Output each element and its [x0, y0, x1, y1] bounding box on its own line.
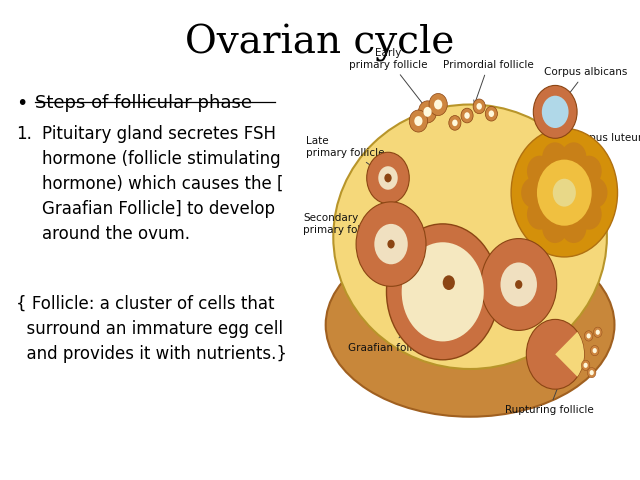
- Circle shape: [378, 166, 397, 190]
- Circle shape: [527, 199, 552, 230]
- Text: Primordial follicle: Primordial follicle: [443, 60, 534, 105]
- Circle shape: [424, 107, 431, 117]
- Text: 1.: 1.: [16, 125, 32, 143]
- Ellipse shape: [326, 233, 614, 417]
- Circle shape: [584, 363, 588, 368]
- Circle shape: [485, 107, 497, 121]
- Circle shape: [387, 224, 499, 360]
- Text: Ovarian cycle: Ovarian cycle: [186, 24, 454, 62]
- Circle shape: [561, 212, 586, 243]
- Circle shape: [481, 239, 557, 330]
- Circle shape: [593, 348, 597, 353]
- Circle shape: [561, 142, 586, 173]
- Text: Pituitary gland secretes FSH: Pituitary gland secretes FSH: [42, 125, 276, 143]
- Circle shape: [596, 330, 600, 335]
- Text: surround an immature egg cell: surround an immature egg cell: [16, 320, 283, 338]
- Circle shape: [385, 174, 392, 182]
- Text: Graafian follicle: Graafian follicle: [349, 295, 440, 353]
- Circle shape: [588, 368, 596, 378]
- Circle shape: [434, 99, 442, 109]
- Circle shape: [443, 276, 455, 290]
- Text: around the ovum.: around the ovum.: [42, 225, 189, 243]
- Circle shape: [419, 101, 436, 123]
- Text: Corpus luteum: Corpus luteum: [567, 133, 640, 190]
- Circle shape: [515, 280, 522, 289]
- Circle shape: [593, 327, 602, 337]
- Circle shape: [476, 103, 482, 109]
- Circle shape: [542, 212, 568, 243]
- Ellipse shape: [333, 105, 607, 369]
- Circle shape: [429, 94, 447, 116]
- Circle shape: [473, 99, 485, 114]
- Circle shape: [537, 160, 591, 226]
- Circle shape: [576, 199, 602, 230]
- Text: Graafian Follicle] to develop: Graafian Follicle] to develop: [42, 200, 275, 218]
- Circle shape: [553, 179, 576, 206]
- Circle shape: [387, 240, 395, 249]
- Text: { Follicle: a cluster of cells that: { Follicle: a cluster of cells that: [16, 295, 275, 313]
- Wedge shape: [555, 332, 584, 377]
- Text: Secondary
primary follicle: Secondary primary follicle: [303, 214, 387, 243]
- Circle shape: [511, 128, 618, 257]
- Circle shape: [527, 156, 552, 187]
- Circle shape: [464, 112, 470, 119]
- Circle shape: [586, 333, 591, 338]
- Circle shape: [542, 96, 568, 128]
- Circle shape: [449, 116, 461, 130]
- Circle shape: [526, 319, 584, 389]
- Circle shape: [582, 177, 607, 208]
- Text: Early
primary follicle: Early primary follicle: [349, 48, 428, 109]
- Text: •: •: [16, 94, 28, 113]
- Text: Rupturing follicle: Rupturing follicle: [505, 358, 593, 415]
- Circle shape: [374, 224, 408, 264]
- Circle shape: [461, 108, 473, 123]
- Circle shape: [500, 263, 537, 307]
- Text: Steps of follicular phase: Steps of follicular phase: [35, 94, 252, 111]
- Circle shape: [581, 360, 590, 371]
- Circle shape: [356, 202, 426, 287]
- Circle shape: [589, 370, 594, 375]
- Text: Corpus albicans: Corpus albicans: [544, 67, 627, 109]
- Circle shape: [542, 142, 568, 173]
- Text: hormone) which causes the [: hormone) which causes the [: [42, 175, 283, 192]
- Text: Late
primary follicle: Late primary follicle: [306, 136, 385, 176]
- Circle shape: [452, 120, 458, 126]
- Text: hormone (follicle stimulating: hormone (follicle stimulating: [42, 150, 280, 168]
- Circle shape: [402, 242, 484, 341]
- Circle shape: [591, 346, 599, 356]
- Circle shape: [488, 110, 494, 117]
- Circle shape: [367, 152, 410, 204]
- Circle shape: [576, 156, 602, 187]
- Circle shape: [533, 85, 577, 138]
- Circle shape: [414, 116, 422, 126]
- Circle shape: [584, 331, 593, 341]
- Text: and provides it with nutrients.}: and provides it with nutrients.}: [16, 345, 287, 363]
- Circle shape: [410, 110, 428, 132]
- Circle shape: [521, 177, 547, 208]
